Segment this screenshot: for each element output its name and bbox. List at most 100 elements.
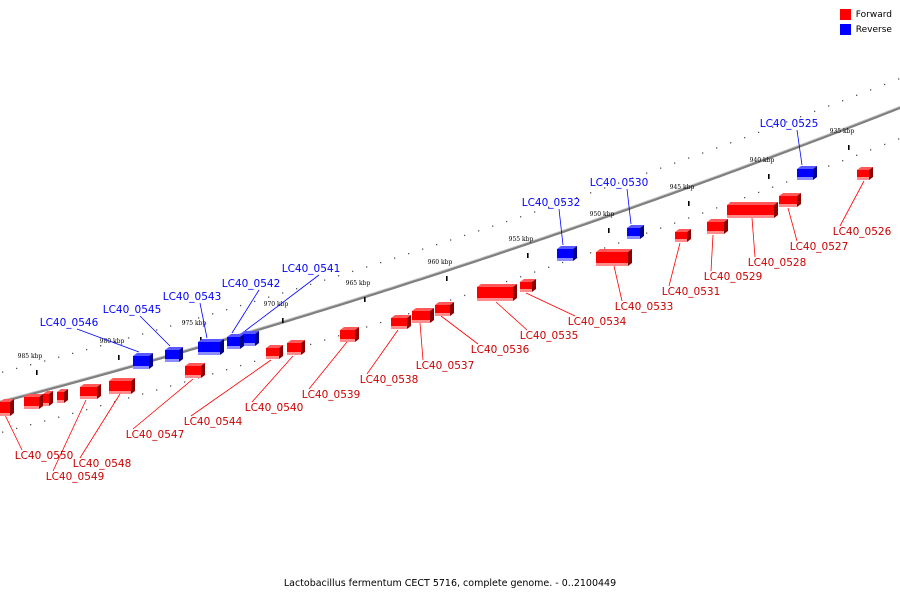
ruler-dot [842, 160, 844, 162]
genome-caption: Lactobacillus fermentum CECT 5716, compl… [283, 578, 617, 589]
ruler-dot [170, 385, 172, 387]
gene-box-lc40-0537-top [412, 308, 434, 311]
gene-box-lc40-0540-top [287, 340, 305, 343]
kbp-tick-mark [848, 145, 850, 150]
ruler-dot [772, 186, 774, 188]
gene-box-lc40-0532 [557, 246, 577, 261]
gene-box-lc40-0537-shine [412, 320, 430, 323]
ruler-dot [884, 143, 886, 146]
ruler-dot [156, 329, 158, 331]
gene-box-lc40-0538-front [391, 318, 407, 329]
ruler-dot [590, 192, 592, 194]
leader-line [366, 329, 399, 375]
gene-box-lc40-0550 [0, 399, 14, 416]
gene-box-lc40-0540-shine [287, 352, 301, 355]
ruler-dot [114, 341, 116, 343]
gene-box-lc40-0543-side [220, 339, 224, 355]
gene-box-lc40-0548-side [131, 378, 135, 394]
ruler-dot [198, 317, 200, 319]
ruler-dot [828, 105, 830, 107]
gene-box-lc40-0534 [520, 279, 536, 292]
gene-box-lc40-0542-top [227, 334, 244, 337]
ruler-dot [520, 216, 522, 218]
gene-box-lc40-0527-front [779, 196, 797, 207]
leader-line [525, 292, 576, 317]
gene-box-lc40-0534-side [532, 279, 536, 292]
ruler-dot [478, 230, 480, 232]
leader-line [132, 378, 194, 430]
ruler-dot [870, 89, 872, 91]
ruler-dot [660, 227, 662, 229]
gene-box-lc40-0531-top [675, 229, 691, 232]
ruler-dot [72, 412, 74, 415]
ruler-dot [842, 100, 844, 102]
ruler-dot [562, 261, 564, 264]
gene-box-lc40-0533-side [628, 249, 632, 266]
leader-line [440, 315, 479, 345]
kbp-tick-label: 935 kbp [830, 128, 855, 135]
gene-label-layer: LC40_0525LC40_0530LC40_0532LC40_0541LC40… [15, 118, 892, 483]
ruler-dot [184, 321, 186, 323]
ruler-dot [142, 333, 144, 335]
forward-swatch [839, 9, 851, 20]
gene-label: LC40_0532 [522, 197, 581, 209]
kbp-tick-mark [282, 318, 284, 323]
gene-box-lc40-0526-shine [857, 177, 869, 180]
gene-box-lc40-0545-side [179, 347, 183, 362]
ruler-dot [240, 304, 242, 307]
gene-box-lc40-0525-front [797, 169, 813, 180]
ruler-dot [352, 270, 354, 273]
kbp-tick-label: 980 kbp [100, 338, 125, 345]
ruler-dot [30, 364, 32, 366]
gene-box-lc40-0538-side [407, 315, 411, 329]
ruler-dot [716, 147, 718, 149]
gene-box-lc40-0550b-top [24, 394, 43, 397]
leader-line-layer [4, 129, 865, 472]
ruler-dot [128, 397, 130, 399]
gene-box-lc40-0547-top [185, 363, 205, 366]
ruler-dot [212, 313, 214, 315]
gene-box-lc40-0546-shine [133, 366, 149, 369]
lower-ruler-track [2, 138, 900, 433]
gene-box-lc40-0533 [596, 249, 632, 266]
gene-box-lc40-0542-side [240, 334, 244, 349]
ruler-dot [758, 191, 760, 194]
gene-box-lc40-0535-top [477, 284, 517, 287]
ruler-dot [450, 299, 452, 301]
gene-box-lc40-0545-top [165, 347, 183, 350]
leader-line [139, 315, 171, 347]
kbp-tick-mark [200, 337, 202, 342]
kbp-tick-mark [446, 276, 448, 281]
gene-box-lc40-0546-top [133, 353, 153, 356]
gene-box-lc40-0544 [266, 345, 283, 359]
gene-label: LC40_0530 [590, 177, 649, 189]
ruler-dot [744, 196, 746, 199]
kbp-tick-label: 970 kbp [264, 301, 289, 308]
kbp-tick-label: 965 kbp [346, 280, 371, 287]
ruler-dot [226, 309, 228, 311]
kbp-tick-mark [688, 201, 690, 206]
upper-ruler-track [2, 78, 900, 373]
gene-label: LC40_0540 [245, 402, 304, 414]
gene-label: LC40_0548 [73, 458, 132, 470]
kbp-tick-mark [364, 297, 366, 302]
gene-box-lc40-0526-side [869, 167, 873, 180]
gene-box-lc40-0525 [797, 166, 817, 180]
leader-line [710, 234, 714, 272]
gene-box-lc40-0549-shine [80, 396, 97, 399]
ruler-dot [450, 239, 452, 241]
gene-box-lc40-0546-front [133, 356, 149, 369]
leader-line [231, 289, 260, 334]
gene-label: LC40_0537 [416, 360, 475, 372]
gene-box-lc40-0530-side [640, 225, 644, 239]
kbp-tick-label: 945 kbp [670, 184, 695, 191]
ruler-dot [562, 201, 564, 204]
kbp-tick-mark [527, 253, 529, 258]
gene-box-lc40-0536-top [435, 302, 454, 305]
kbp-tick-label: 950 kbp [590, 211, 615, 218]
gene-box-lc40-0530-shine [627, 236, 640, 239]
ruler-dot [338, 275, 340, 277]
gene-box-lc40-0527-side [797, 193, 801, 207]
gene-box-lc40-0550b [24, 394, 43, 409]
ruler-dot [184, 381, 186, 383]
